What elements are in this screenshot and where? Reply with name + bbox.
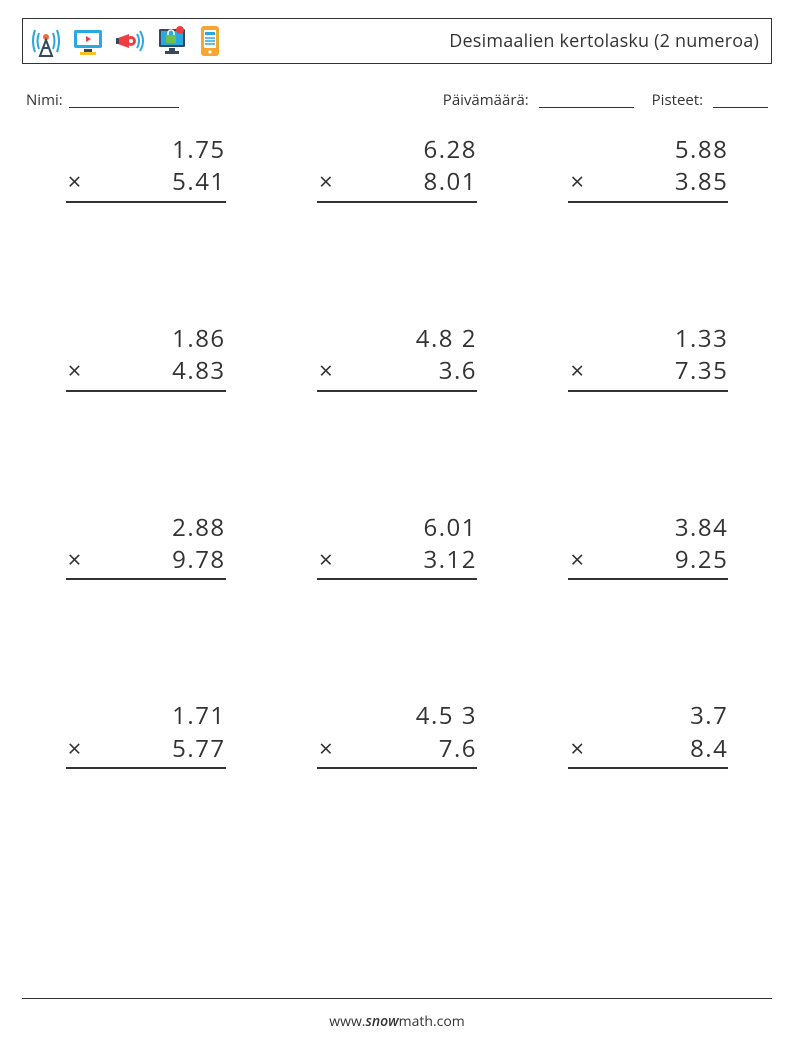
multiplier-row: × 7.6 (317, 733, 477, 769)
multiplicand: 6.01 (317, 512, 477, 544)
multiplicand: 4.8 2 (317, 323, 477, 355)
footer-divider (22, 998, 772, 999)
multiplication-problem: 6.28× 8.01 (317, 134, 477, 203)
footer-emphasis: snow (365, 1012, 398, 1031)
worksheet-page: Desimaalien kertolasku (2 numeroa) Nimi:… (0, 0, 794, 1053)
megaphone-icon (113, 24, 147, 58)
multiplier-row: × 3.85 (568, 166, 728, 202)
multiplier: 5.41 (172, 166, 225, 198)
multiplier-row: × 9.25 (568, 544, 728, 580)
times-symbol: × (568, 733, 585, 765)
title-bar: Desimaalien kertolasku (2 numeroa) (22, 18, 772, 64)
name-blank[interactable] (69, 93, 179, 108)
multiplier: 3.6 (439, 355, 477, 387)
times-symbol: × (317, 733, 334, 765)
multiplier: 7.35 (675, 355, 728, 387)
score-blank[interactable] (713, 93, 768, 108)
date-field: Päivämäärä: (443, 90, 634, 110)
date-blank[interactable] (539, 93, 634, 108)
multiplier-row: × 9.78 (66, 544, 226, 580)
video-monitor-icon (71, 24, 105, 58)
shopping-screen-icon (155, 24, 189, 58)
multiplier: 4.83 (172, 355, 225, 387)
multiplier: 8.4 (690, 733, 728, 765)
multiplier: 3.85 (675, 166, 728, 198)
times-symbol: × (66, 355, 83, 387)
multiplier-row: × 8.01 (317, 166, 477, 202)
multiplication-problem: 3.84× 9.25 (568, 512, 728, 581)
multiplication-problem: 1.86× 4.83 (66, 323, 226, 392)
footer-prefix: www. (329, 1012, 365, 1031)
multiplier: 5.77 (172, 733, 225, 765)
antenna-icon (29, 24, 63, 58)
problems-grid: 1.75×5.416.28×8.015.88×3.851.86×4.834.8 … (22, 134, 772, 769)
multiplication-problem: 4.8 2× 3.6 (317, 323, 477, 392)
multiplication-problem: 6.01× 3.12 (317, 512, 477, 581)
multiplicand: 1.71 (66, 700, 226, 732)
multiplication-problem: 4.5 3× 7.6 (317, 700, 477, 769)
multiplier: 9.25 (675, 544, 728, 576)
multiplier: 3.12 (424, 544, 477, 576)
multiplicand: 2.88 (66, 512, 226, 544)
times-symbol: × (317, 166, 334, 198)
multiplication-problem: 1.33× 7.35 (568, 323, 728, 392)
multiplier-row: × 3.6 (317, 355, 477, 391)
multiplicand: 3.84 (568, 512, 728, 544)
times-symbol: × (568, 166, 585, 198)
times-symbol: × (568, 544, 585, 576)
header-icon-strip (29, 24, 223, 58)
score-field: Pisteet: (652, 90, 768, 110)
footer-suffix: math.com (399, 1012, 465, 1031)
multiplicand: 4.5 3 (317, 700, 477, 732)
multiplication-problem: 1.75× 5.41 (66, 134, 226, 203)
times-symbol: × (66, 733, 83, 765)
multiplier-row: × 4.83 (66, 355, 226, 391)
multiplier: 8.01 (424, 166, 477, 198)
phone-list-icon (197, 24, 223, 58)
multiplication-problem: 1.71× 5.77 (66, 700, 226, 769)
multiplier-row: × 5.41 (66, 166, 226, 202)
multiplicand: 1.86 (66, 323, 226, 355)
multiplier-row: × 5.77 (66, 733, 226, 769)
times-symbol: × (317, 355, 334, 387)
multiplication-problem: 3.7× 8.4 (568, 700, 728, 769)
info-row: Nimi: Päivämäärä: Pisteet: (22, 90, 772, 110)
times-symbol: × (66, 544, 83, 576)
footer-url: www.snowmath.com (0, 1012, 794, 1031)
date-label: Päivämäärä: (443, 90, 529, 110)
times-symbol: × (568, 355, 585, 387)
multiplier: 7.6 (439, 733, 477, 765)
times-symbol: × (66, 166, 83, 198)
score-label: Pisteet: (652, 90, 703, 110)
multiplier: 9.78 (172, 544, 225, 576)
worksheet-title: Desimaalien kertolasku (2 numeroa) (449, 29, 759, 53)
multiplier-row: × 8.4 (568, 733, 728, 769)
name-field: Nimi: (26, 90, 443, 110)
multiplier-row: × 7.35 (568, 355, 728, 391)
multiplicand: 5.88 (568, 134, 728, 166)
multiplication-problem: 2.88× 9.78 (66, 512, 226, 581)
times-symbol: × (317, 544, 334, 576)
multiplier-row: × 3.12 (317, 544, 477, 580)
multiplication-problem: 5.88× 3.85 (568, 134, 728, 203)
multiplicand: 1.33 (568, 323, 728, 355)
name-label: Nimi: (26, 90, 63, 110)
multiplicand: 1.75 (66, 134, 226, 166)
multiplicand: 6.28 (317, 134, 477, 166)
multiplicand: 3.7 (568, 700, 728, 732)
